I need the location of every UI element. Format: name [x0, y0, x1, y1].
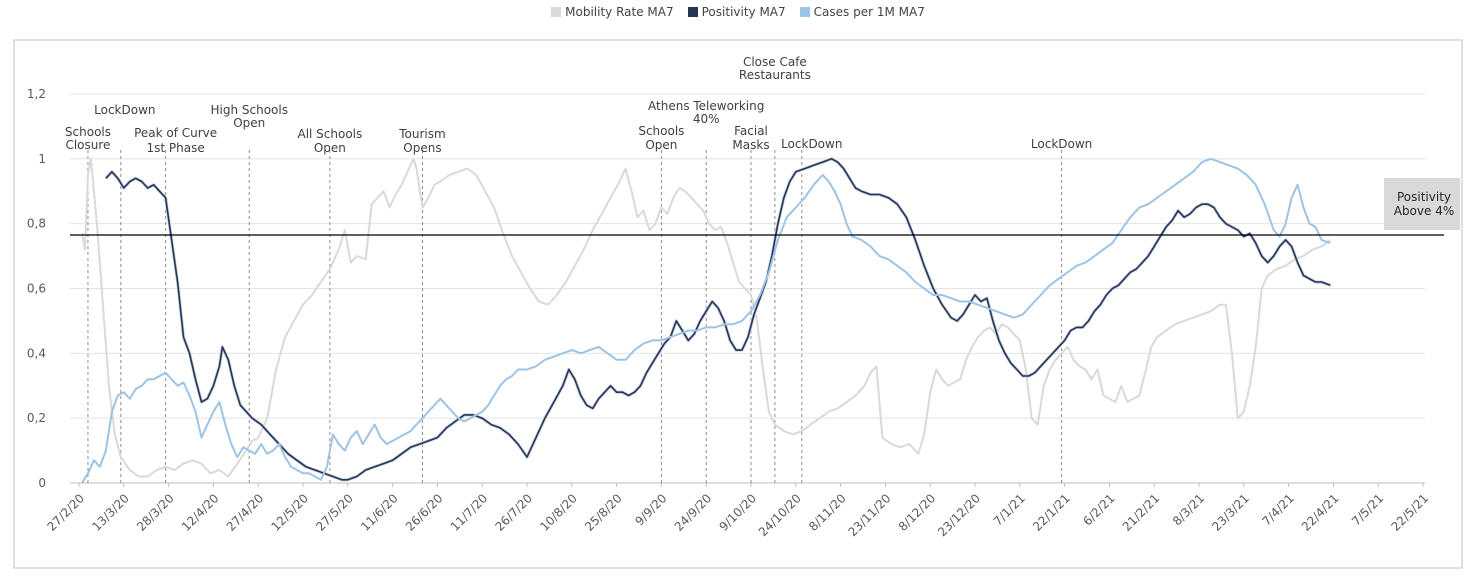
event-label: Schools [638, 124, 684, 138]
event-label: All Schools [297, 127, 362, 141]
event-label: Open [233, 116, 265, 130]
y-tick-label: 0 [38, 476, 46, 490]
y-tick-label: 0,8 [27, 217, 46, 231]
legend: Mobility Rate MA7 Positivity MA7 Cases p… [0, 2, 1476, 22]
series-line-positivity [105, 158, 1331, 481]
threshold-label-box [1384, 178, 1460, 230]
y-tick-label: 0,2 [27, 411, 46, 425]
event-label: High Schools [210, 103, 287, 117]
y-tick-label: 1 [38, 152, 46, 166]
threshold-label: Above 4% [1394, 204, 1455, 218]
event-label: LockDown [1031, 137, 1092, 151]
legend-swatch-positivity [687, 7, 698, 17]
y-tick-label: 0,6 [27, 282, 46, 296]
series-line-cases [81, 157, 1331, 484]
event-label: Schools [65, 125, 111, 139]
legend-label-mobility: Mobility Rate MA7 [565, 5, 674, 19]
event-label: Masks [732, 138, 769, 152]
event-label: 1st Phase [146, 141, 204, 155]
legend-label-positivity: Positivity MA7 [701, 5, 786, 19]
y-tick-label: 1,2 [27, 87, 46, 101]
event-label: Open [314, 141, 346, 155]
legend-swatch-mobility [551, 7, 562, 17]
legend-item-positivity: Positivity MA7 [687, 5, 786, 19]
event-label: Open [645, 138, 677, 152]
event-label: Restaurants [739, 68, 811, 82]
event-label: LockDown [781, 137, 842, 151]
legend-swatch-cases [799, 7, 810, 17]
event-label: Athens Teleworking [648, 99, 764, 113]
threshold-label: Positivity [1397, 190, 1451, 204]
y-tick-label: 0,4 [27, 346, 46, 360]
event-label: Peak of Curve [134, 126, 217, 140]
event-label: Tourism [398, 127, 445, 141]
plot-frame [13, 39, 1463, 569]
event-label: 40% [693, 112, 720, 126]
event-label: Facial [734, 124, 768, 138]
event-label: Closure [65, 138, 110, 152]
event-label: Opens [403, 141, 441, 155]
event-label: Close Cafe [743, 55, 807, 69]
legend-label-cases: Cases per 1M MA7 [813, 5, 925, 19]
legend-item-cases: Cases per 1M MA7 [799, 5, 925, 19]
legend-item-mobility: Mobility Rate MA7 [551, 5, 674, 19]
event-label: LockDown [94, 103, 155, 117]
